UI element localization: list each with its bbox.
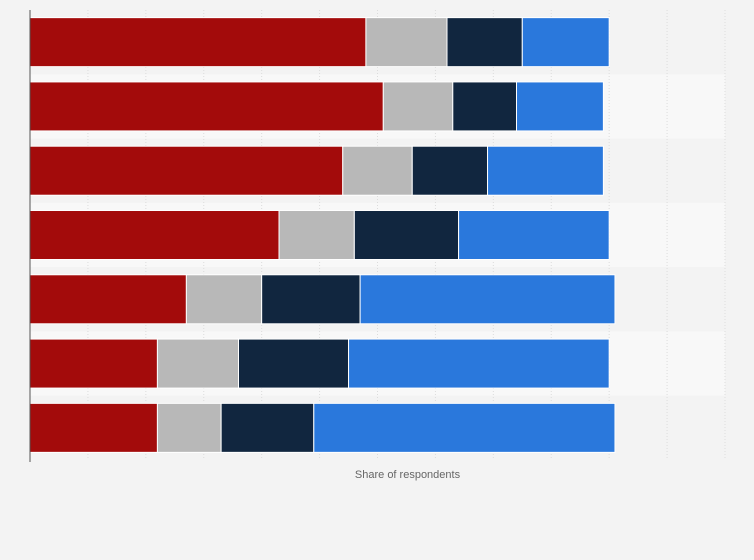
bar-segment-1[interactable] — [29, 81, 384, 132]
bar-segment-3[interactable] — [353, 210, 460, 260]
bar-segment-1[interactable] — [29, 274, 187, 325]
bar-segment-1[interactable] — [29, 210, 280, 260]
bar-segment-2[interactable] — [156, 338, 240, 389]
x-axis-title: Share of respondents — [355, 469, 461, 481]
bar-row — [29, 210, 610, 260]
bar-row — [29, 402, 616, 453]
bar-row — [29, 17, 610, 68]
bar-segment-3[interactable] — [411, 145, 489, 196]
bar-segment-2[interactable] — [156, 402, 222, 453]
bar-segment-1[interactable] — [29, 402, 158, 453]
bar-segment-2[interactable] — [342, 145, 413, 196]
bar-segment-4[interactable] — [348, 338, 610, 389]
bar-segment-1[interactable] — [29, 145, 344, 196]
bar-segment-4[interactable] — [516, 81, 604, 132]
bar-segment-4[interactable] — [521, 17, 610, 68]
bar-segment-4[interactable] — [487, 145, 604, 196]
bar-row — [29, 81, 604, 132]
bar-segment-2[interactable] — [185, 274, 263, 325]
bar-segment-1[interactable] — [29, 17, 367, 68]
bar-row — [29, 338, 610, 389]
bar-segment-2[interactable] — [382, 81, 454, 132]
bar-segment-3[interactable] — [261, 274, 361, 325]
bar-segment-4[interactable] — [359, 274, 616, 325]
bar-groups — [29, 17, 616, 453]
bar-segment-3[interactable] — [452, 81, 517, 132]
bar-row — [29, 274, 616, 325]
bar-segment-2[interactable] — [278, 210, 355, 260]
bar-segment-2[interactable] — [365, 17, 448, 68]
bar-segment-3[interactable] — [446, 17, 523, 68]
bar-segment-4[interactable] — [313, 402, 616, 453]
bar-segment-4[interactable] — [458, 210, 610, 260]
bar-row — [29, 145, 604, 196]
bar-segment-1[interactable] — [29, 338, 158, 389]
bar-segment-3[interactable] — [220, 402, 315, 453]
bar-segment-3[interactable] — [238, 338, 350, 389]
